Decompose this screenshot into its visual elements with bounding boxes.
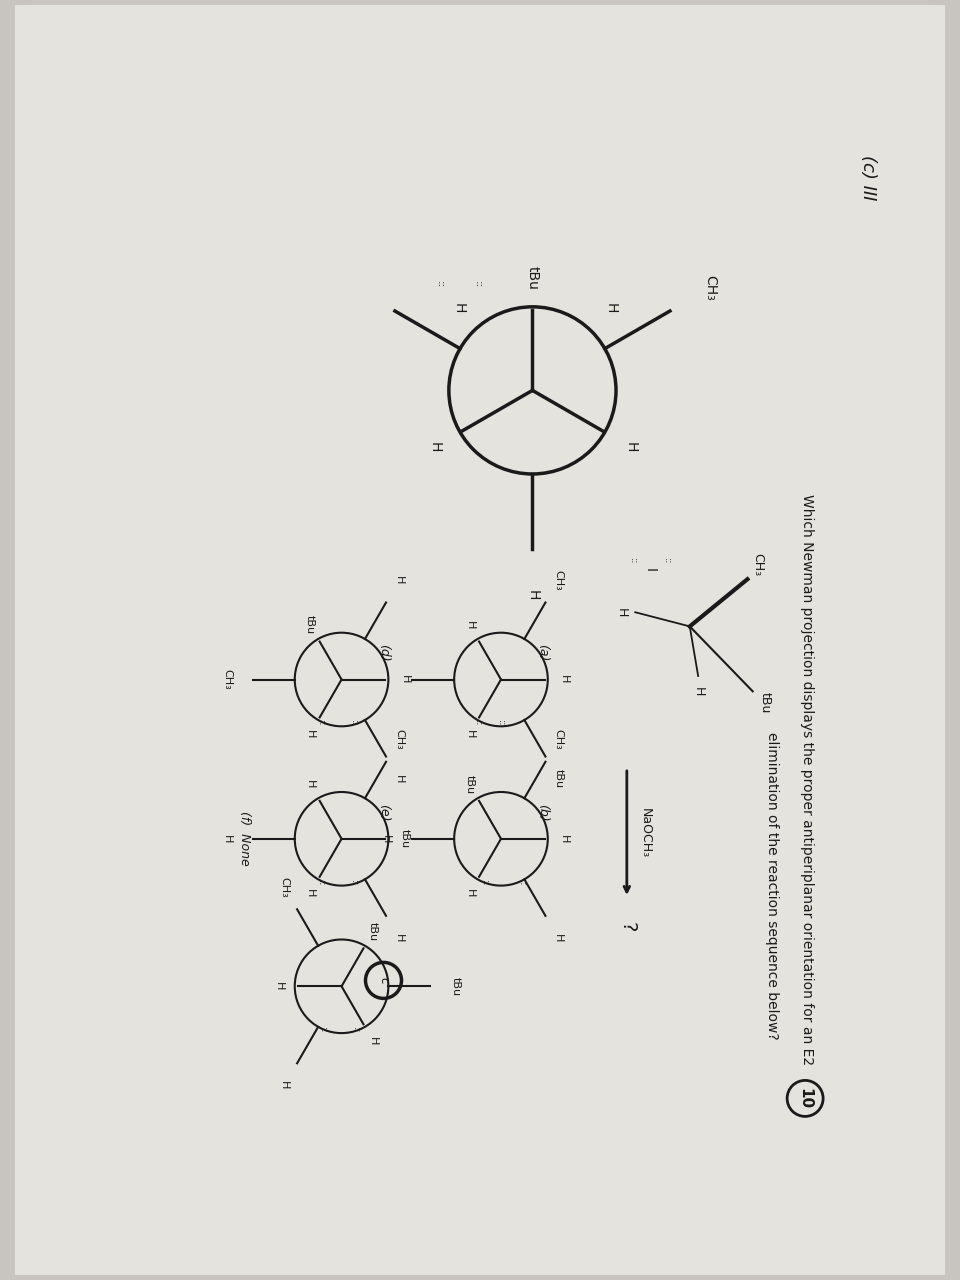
Text: I: I — [643, 568, 657, 572]
Text: ::: :: — [661, 558, 672, 564]
Text: tBu: tBu — [758, 692, 772, 714]
Text: H: H — [394, 576, 404, 585]
Text: H: H — [368, 1037, 378, 1046]
Text: H: H — [465, 621, 474, 628]
Text: ::: :: — [435, 280, 445, 288]
Text: H: H — [381, 835, 392, 844]
Text: (a): (a) — [537, 644, 549, 660]
Text: (e): (e) — [377, 804, 390, 822]
FancyBboxPatch shape — [25, 5, 935, 1265]
Text: H: H — [452, 302, 466, 314]
Text: CH₃: CH₃ — [553, 730, 564, 750]
Text: ::: :: — [316, 881, 325, 887]
Text: Which Newman projection displays the proper antiperiplanar orientation for an E2: Which Newman projection displays the pro… — [801, 494, 814, 1065]
Text: H: H — [399, 676, 410, 684]
Text: (d): (d) — [377, 644, 390, 662]
Text: (b): (b) — [537, 804, 549, 822]
Text: tBu: tBu — [451, 977, 461, 996]
Text: H: H — [623, 442, 637, 452]
Text: H: H — [559, 835, 569, 844]
Text: (f)  None: (f) None — [237, 812, 251, 867]
Text: H: H — [394, 934, 404, 942]
Text: c: c — [377, 977, 390, 984]
Text: tBu: tBu — [399, 829, 410, 849]
Text: H: H — [615, 608, 628, 617]
Text: tBu: tBu — [525, 266, 540, 289]
Text: ::: :: — [349, 881, 359, 887]
Text: tBu: tBu — [465, 774, 474, 794]
Text: CH₃: CH₃ — [703, 275, 717, 301]
Text: H: H — [305, 730, 315, 739]
Text: H: H — [279, 1082, 289, 1089]
Text: CH₃: CH₃ — [394, 730, 404, 750]
Text: ::: :: — [628, 558, 638, 564]
Text: H: H — [559, 676, 569, 684]
Text: ::: :: — [349, 719, 359, 727]
Text: H: H — [604, 302, 618, 314]
Text: ::: :: — [480, 881, 491, 887]
Text: H: H — [222, 835, 232, 844]
Text: tBu: tBu — [305, 616, 315, 635]
Text: ::: :: — [351, 1027, 361, 1033]
Text: ::: :: — [516, 881, 527, 887]
Text: CH₃: CH₃ — [279, 877, 289, 897]
Text: H: H — [394, 774, 404, 783]
Text: ::: :: — [473, 719, 483, 727]
Text: ?: ? — [617, 922, 636, 933]
Text: NaOCH₃: NaOCH₃ — [639, 808, 652, 858]
Text: ::: :: — [316, 719, 325, 727]
Text: H: H — [305, 780, 315, 788]
Text: CH₃: CH₃ — [553, 570, 564, 590]
Text: H: H — [553, 934, 564, 942]
Text: tBu: tBu — [368, 922, 378, 941]
Text: elimination of the reaction sequence below?: elimination of the reaction sequence bel… — [764, 732, 779, 1039]
Text: ::: :: — [318, 1027, 327, 1033]
Text: H: H — [274, 982, 283, 991]
FancyBboxPatch shape — [15, 5, 945, 1275]
Text: H: H — [691, 686, 705, 696]
Text: H: H — [305, 890, 315, 897]
Text: H: H — [465, 890, 474, 897]
Text: H: H — [525, 590, 540, 600]
Text: CH₃: CH₃ — [752, 553, 764, 576]
Text: 10: 10 — [798, 1088, 812, 1108]
Text: H: H — [465, 730, 474, 739]
Text: tBu: tBu — [553, 769, 564, 788]
Text: ::: :: — [473, 280, 483, 288]
Text: CH₃: CH₃ — [222, 669, 232, 690]
Text: (c) III: (c) III — [859, 155, 877, 201]
Text: ::: :: — [496, 719, 506, 727]
Text: H: H — [428, 442, 442, 452]
